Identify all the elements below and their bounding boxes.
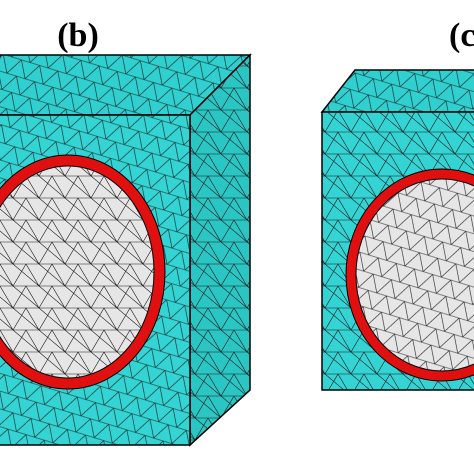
panel-label: (b) xyxy=(57,17,99,54)
panel-label: (c xyxy=(449,17,474,54)
mesh-cube-right xyxy=(320,69,474,391)
mesh-cube-left xyxy=(0,53,252,447)
